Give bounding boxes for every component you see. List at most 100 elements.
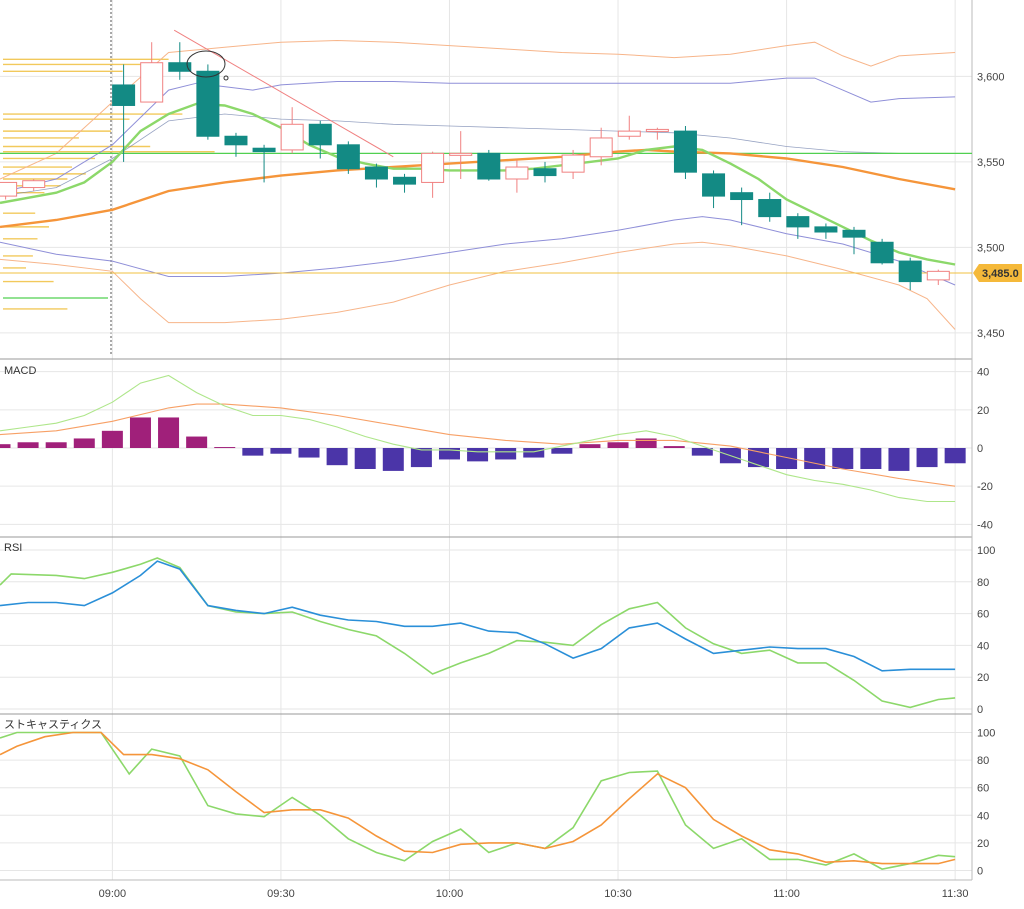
macd-histogram-bar (635, 438, 657, 448)
stoch-tick-label: 40 (977, 810, 989, 822)
stochastic-panel-title: ストキャスティクス (4, 718, 102, 731)
time-tick-label: 11:30 (942, 888, 969, 900)
candle-bullish (0, 181, 18, 197)
ma-long-line (0, 148, 956, 229)
time-tick-label: 10:00 (436, 888, 464, 900)
candle-bullish (421, 152, 445, 183)
axis-layer: 3,450 3,500 3,550 3,600 40 20 0 -20 -40 100 80 60 40… (99, 71, 1022, 900)
macd-histogram-bar (242, 448, 264, 456)
candle-bullish (617, 130, 641, 137)
rsi-tick-label: 100 (977, 545, 995, 557)
macd-histogram-bar (129, 417, 151, 448)
macd-signal-line (0, 403, 956, 487)
time-tick-label: 11:00 (773, 888, 800, 900)
macd-histogram-bar (214, 447, 236, 449)
time-tick-label: 10:30 (604, 888, 632, 900)
bb-mid-line (0, 113, 956, 197)
macd-histogram-bar (45, 442, 67, 448)
candle-bearish (786, 216, 810, 228)
macd-histogram-bar (438, 448, 460, 460)
macd-histogram-bar (17, 442, 39, 448)
price-tick-label: 3,500 (977, 242, 1005, 254)
macd-histogram-bar (663, 446, 685, 448)
macd-histogram-bar (579, 444, 601, 448)
macd-histogram-bar (860, 448, 882, 469)
rsi-panel (0, 557, 956, 709)
candle-bearish (673, 130, 697, 173)
macd-histogram-bar (298, 448, 320, 458)
stochastic-k-line (0, 731, 956, 870)
macd-tick-label: 20 (977, 405, 989, 417)
current-price-tag: 3,485.0 (973, 264, 1022, 283)
rsi-panel-title: RSI (4, 542, 22, 554)
bb-lower-1sigma-line (0, 216, 956, 286)
macd-tick-label: 0 (977, 443, 983, 455)
macd-line (0, 374, 956, 503)
stochastic-panel (0, 731, 956, 870)
macd-histogram-bar (916, 448, 938, 468)
candle-bullish (926, 270, 950, 281)
macd-histogram-bar (888, 448, 910, 471)
macd-histogram-bar (495, 448, 517, 460)
price-tick-label: 3,450 (977, 328, 1005, 340)
macd-histogram-bar (832, 448, 854, 469)
current-price-label: 3,485.0 (982, 268, 1019, 280)
candle-bearish (898, 260, 922, 283)
rsi-long-line (0, 557, 956, 709)
stoch-tick-label: 0 (977, 865, 983, 877)
candle-bearish (224, 135, 248, 146)
candle-bearish (870, 241, 894, 264)
stoch-tick-label: 80 (977, 755, 989, 767)
stoch-tick-label: 20 (977, 838, 989, 850)
candle-bearish (758, 199, 782, 218)
stoch-tick-label: 60 (977, 783, 989, 795)
macd-histogram-bar (944, 448, 966, 464)
candle-bearish (196, 70, 220, 137)
price-tick-label: 3,600 (977, 71, 1005, 83)
macd-panel-title: MACD (4, 365, 36, 377)
annotation-dot (223, 75, 229, 81)
price-tick-label: 3,550 (977, 157, 1005, 169)
time-tick-label: 09:00 (99, 888, 127, 900)
macd-histogram-bar (326, 448, 348, 466)
rsi-tick-label: 40 (977, 640, 989, 652)
macd-histogram-bar (467, 448, 489, 462)
candle-bearish (252, 147, 276, 153)
candle-bullish (589, 137, 613, 158)
macd-histogram-bar (607, 442, 629, 448)
panel-separators (0, 0, 973, 881)
candle-bearish (730, 192, 754, 201)
macd-histogram-bar (101, 430, 123, 448)
macd-panel (0, 374, 966, 503)
macd-histogram-bar (354, 448, 376, 469)
candle-bearish (842, 229, 866, 238)
candle-bullish (22, 180, 46, 189)
rsi-tick-label: 60 (977, 609, 989, 621)
bb-lower-2sigma-line (0, 241, 956, 330)
macd-histogram-bar (382, 448, 404, 471)
macd-histogram-bar (158, 417, 180, 448)
stoch-tick-label: 100 (977, 728, 995, 740)
candle-bearish (393, 176, 417, 185)
macd-histogram-bar (551, 448, 573, 454)
macd-tick-label: -40 (977, 519, 993, 531)
rsi-tick-label: 0 (977, 704, 983, 716)
rsi-tick-label: 80 (977, 577, 989, 589)
candle-bearish (308, 123, 332, 146)
candle-bullish (449, 152, 473, 156)
candle-bearish (702, 173, 726, 197)
candle-bullish (280, 123, 304, 151)
candle-bullish (140, 62, 164, 103)
macd-histogram-bar (691, 448, 713, 456)
bb-upper-2sigma-line (0, 39, 956, 180)
candle-bullish (645, 128, 669, 132)
macd-histogram-bar (523, 448, 545, 458)
macd-histogram-bar (186, 436, 208, 448)
annotation-circle (186, 50, 226, 78)
macd-tick-label: -20 (977, 481, 993, 493)
candle-bullish (505, 166, 529, 180)
time-tick-label: 09:30 (267, 888, 295, 900)
macd-histogram-bar (776, 448, 798, 469)
